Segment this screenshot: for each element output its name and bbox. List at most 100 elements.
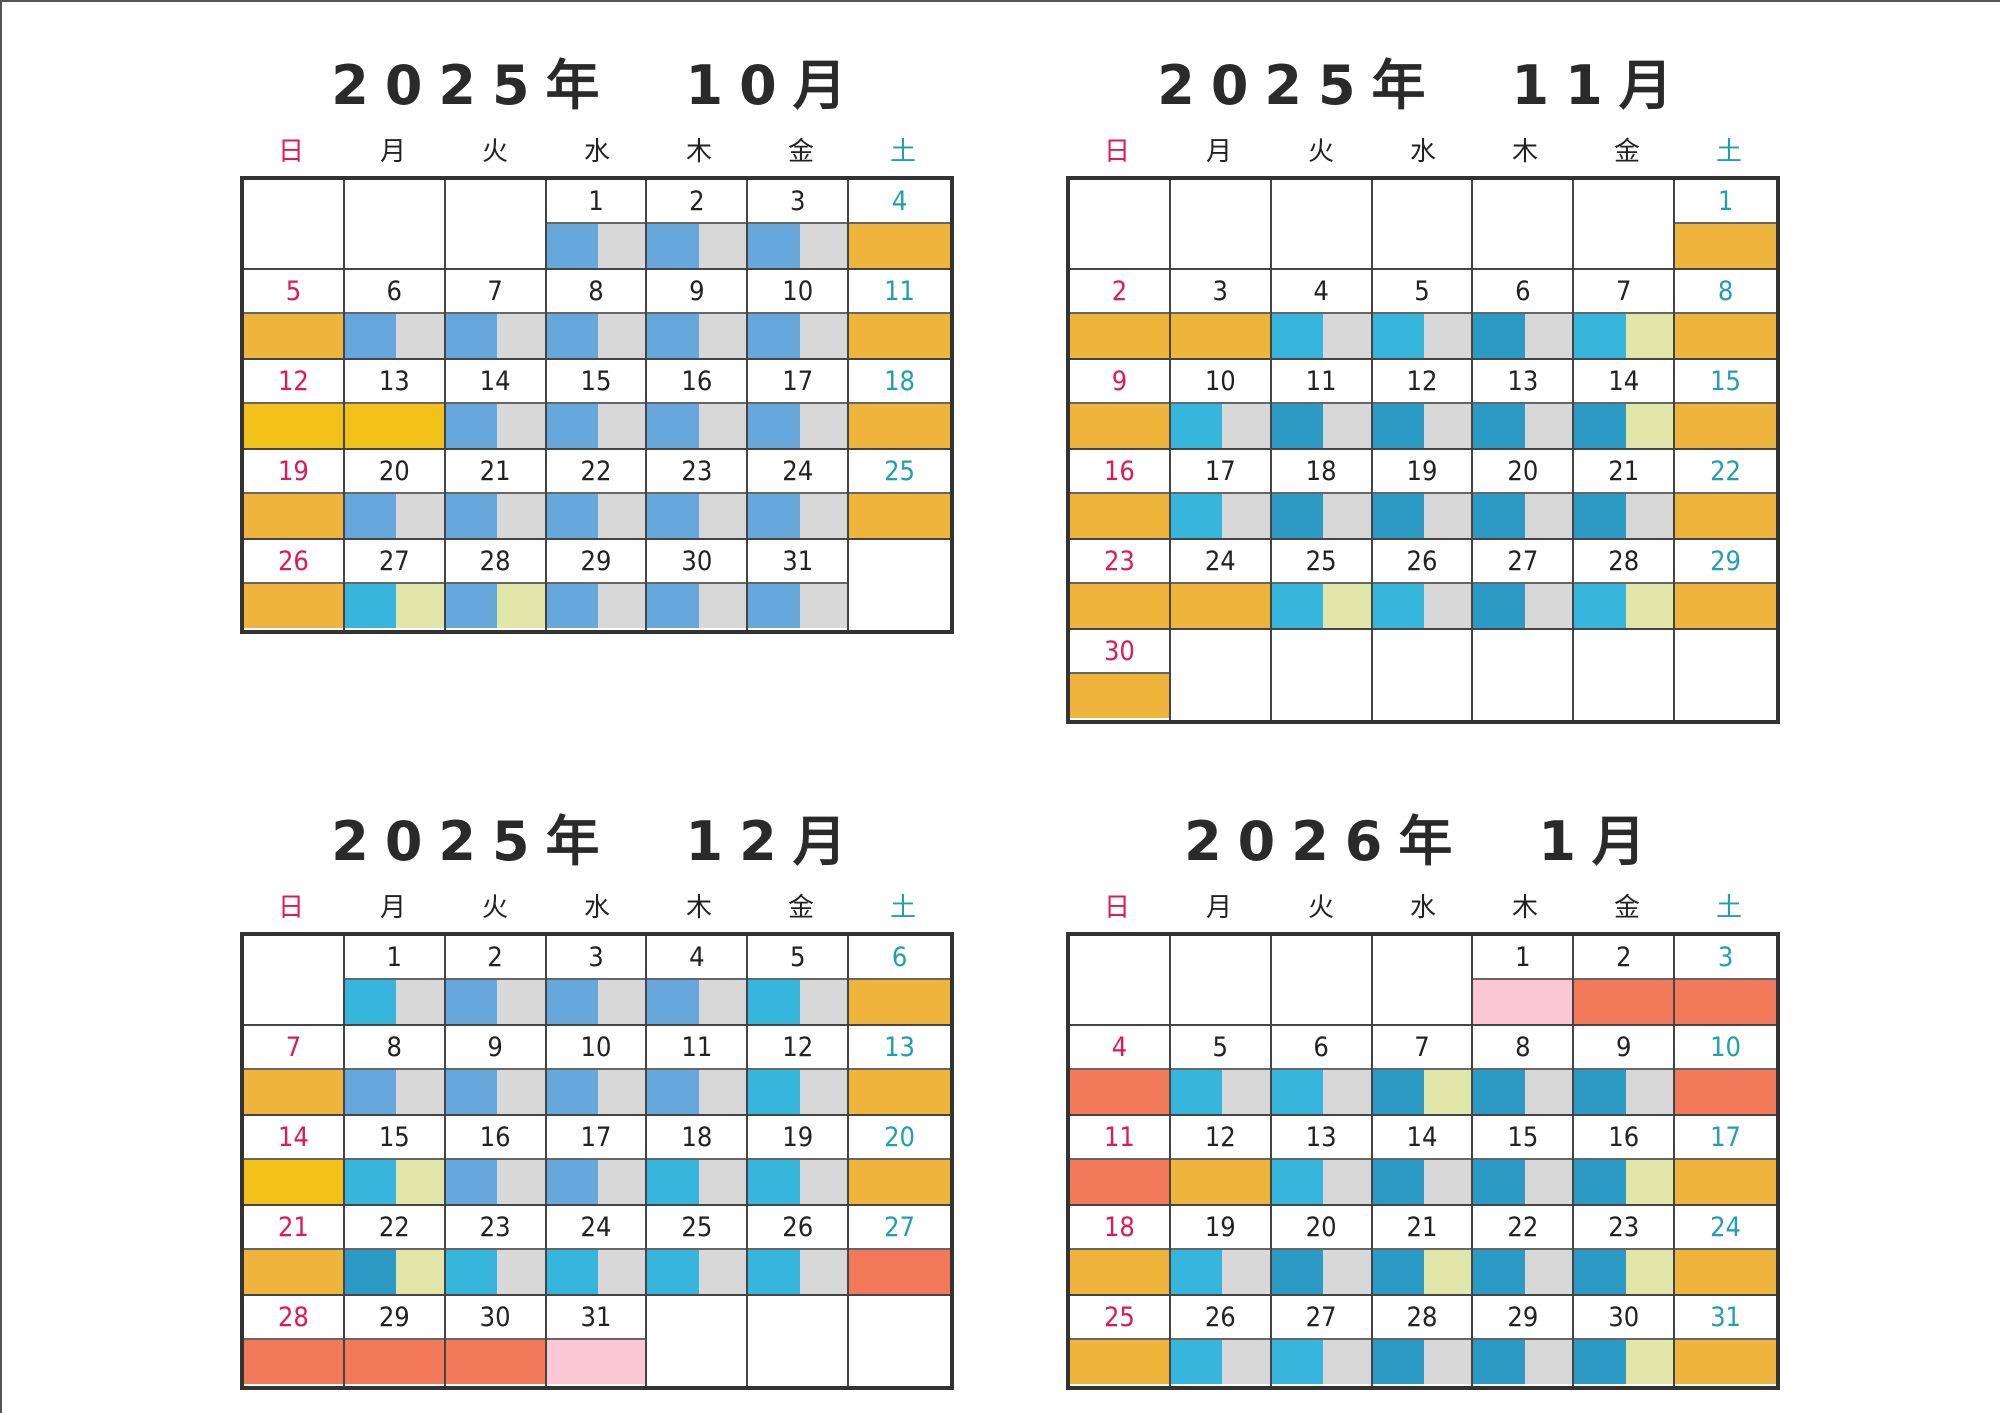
status-bar	[748, 494, 848, 538]
day-cell: 22	[1675, 450, 1776, 540]
status-segment	[1675, 1340, 1776, 1384]
day-cell: 8	[546, 270, 648, 360]
status-segment	[1323, 584, 1371, 628]
day-cell: 9	[1070, 360, 1171, 450]
day-cell: 17	[748, 360, 850, 450]
day-number: 18	[647, 1116, 747, 1160]
status-bar	[1070, 314, 1169, 358]
status-bar	[1372, 1160, 1472, 1204]
weekday-label: 日	[1103, 893, 1130, 923]
day-number: 8	[1675, 270, 1776, 314]
status-bar	[1170, 314, 1270, 358]
status-bar	[647, 494, 747, 538]
day-number: 9	[1574, 1026, 1674, 1070]
day-cell	[445, 180, 547, 270]
status-segment	[1675, 1160, 1776, 1204]
status-bar	[1372, 584, 1472, 628]
day-number: 20	[1473, 450, 1573, 494]
day-cell: 26	[748, 1206, 850, 1296]
status-segment	[1070, 1340, 1169, 1384]
day-cell: 14	[445, 360, 547, 450]
day-cell: 10	[546, 1026, 648, 1116]
status-segment	[1473, 980, 1573, 1024]
status-segment	[1625, 1070, 1674, 1114]
day-cell: 2	[647, 180, 749, 270]
status-segment	[1323, 1340, 1371, 1384]
status-bar	[647, 314, 747, 358]
day-cell: 1	[546, 180, 648, 270]
status-segment	[244, 1160, 343, 1204]
day-number: 23	[445, 1206, 545, 1250]
day-cell: 27	[849, 1206, 950, 1296]
day-cell: 22	[546, 450, 648, 540]
status-segment	[1524, 1160, 1573, 1204]
status-bar	[546, 314, 646, 358]
status-segment	[1423, 1340, 1472, 1384]
status-segment	[344, 1070, 397, 1114]
day-cell: 25	[1070, 1296, 1171, 1386]
status-segment	[597, 980, 646, 1024]
calendar-title: 2026年 1月	[1184, 810, 1662, 873]
status-segment	[597, 1250, 646, 1294]
status-segment	[244, 494, 343, 538]
day-number: 14	[244, 1116, 343, 1160]
day-number: 20	[1271, 1206, 1371, 1250]
day-number: 4	[1070, 1026, 1169, 1070]
status-bar	[546, 584, 646, 628]
day-cell: 2	[445, 936, 547, 1026]
status-bar	[1070, 494, 1169, 538]
status-segment	[1372, 494, 1424, 538]
day-cell: 30	[647, 540, 749, 630]
status-segment	[748, 314, 800, 358]
day-cell: 14	[1574, 360, 1676, 450]
day-number: 3	[1675, 936, 1776, 980]
status-bar	[1271, 314, 1371, 358]
status-segment	[1675, 404, 1776, 448]
status-segment	[1423, 494, 1472, 538]
status-bar	[445, 1070, 545, 1114]
day-cell: 15	[546, 360, 648, 450]
status-bar	[1070, 674, 1169, 718]
status-segment	[1170, 1340, 1223, 1384]
weekday-label: 土	[1715, 893, 1742, 923]
day-cell: 6	[849, 936, 950, 1026]
status-segment	[1625, 1250, 1674, 1294]
day-cell: 3	[1675, 936, 1776, 1026]
status-segment	[799, 224, 848, 268]
status-bar	[1473, 494, 1573, 538]
status-bar	[647, 404, 747, 448]
status-segment	[344, 314, 397, 358]
status-segment	[244, 584, 343, 628]
day-number: 2	[1574, 936, 1674, 980]
status-bar	[748, 224, 848, 268]
day-number: 19	[1372, 450, 1472, 494]
status-bar	[344, 404, 444, 448]
status-bar	[1170, 1340, 1270, 1384]
day-number: 25	[1070, 1296, 1169, 1340]
day-number: 6	[1473, 270, 1573, 314]
status-segment	[1675, 494, 1776, 538]
weekday-label: 月	[379, 137, 406, 167]
day-cell: 18	[849, 360, 950, 450]
status-bar	[748, 980, 848, 1024]
status-segment	[647, 314, 699, 358]
status-bar	[1675, 1070, 1776, 1114]
day-cell: 29	[344, 1296, 446, 1386]
weekday-label: 土	[889, 137, 916, 167]
day-cell: 13	[344, 360, 446, 450]
day-cell: 16	[1070, 450, 1171, 540]
day-cell: 19	[748, 1116, 850, 1206]
status-bar	[1372, 494, 1472, 538]
day-cell: 11	[647, 1026, 749, 1116]
status-segment	[396, 584, 444, 628]
status-segment	[849, 314, 950, 358]
status-bar	[1473, 314, 1573, 358]
day-cell: 10	[1170, 360, 1272, 450]
status-segment	[1524, 404, 1573, 448]
status-segment	[1222, 1250, 1270, 1294]
status-segment	[597, 1070, 646, 1114]
day-number: 23	[1574, 1206, 1674, 1250]
status-segment	[647, 494, 699, 538]
day-number: 3	[748, 180, 848, 224]
